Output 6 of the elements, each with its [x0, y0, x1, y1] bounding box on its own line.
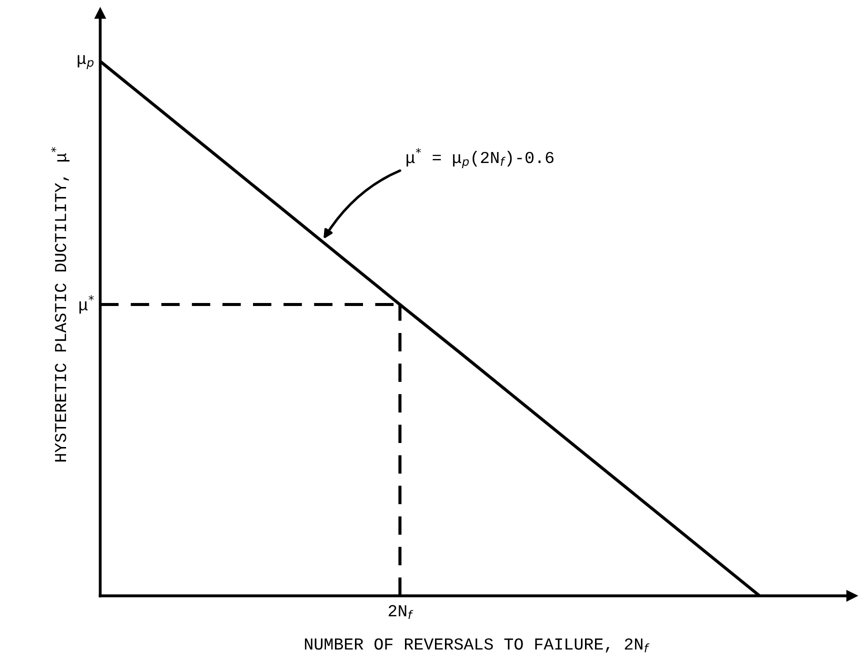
- ref-line-label: μ$^{*}$: [79, 295, 94, 314]
- annotation: μ$_{p}$: [78, 55, 94, 70]
- y-axis-title: HYSTERETIC PLASTIC DUCTILITY, μ$^{*}$: [51, 147, 70, 462]
- x-axis-title: NUMBER OF REVERSALS TO FAILURE, 2N$_{f}$: [304, 638, 650, 652]
- text: 2N$_{f}$: [388, 605, 414, 619]
- annotation: μ$^{*}$ = μ$_{p}$(2N$_{f}$)-0.6: [406, 148, 554, 168]
